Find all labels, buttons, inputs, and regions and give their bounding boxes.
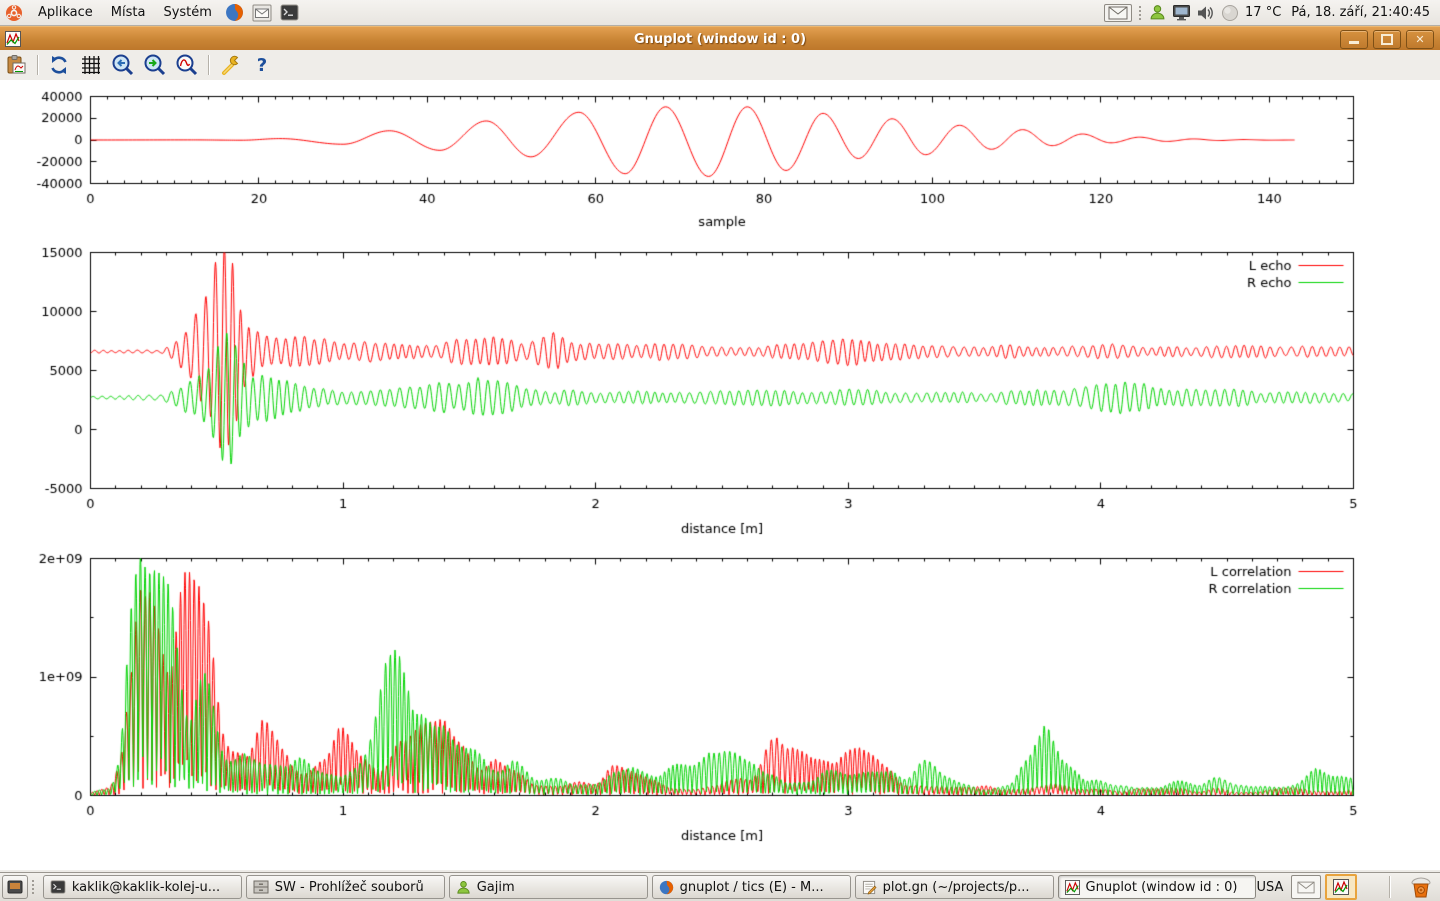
keyboard-layout-indicator[interactable]: USA	[1256, 879, 1284, 895]
taskbar-window-label: Gajim	[476, 879, 515, 895]
menu-applications[interactable]: Aplikace	[38, 5, 93, 20]
text-editor-icon	[862, 880, 877, 895]
maximize-button[interactable]	[1373, 29, 1401, 49]
toolbar-separator	[208, 55, 209, 75]
zoom-next-button[interactable]	[143, 53, 167, 77]
close-icon: ✕	[1415, 32, 1425, 46]
minimize-icon	[1349, 41, 1359, 44]
taskbar-window-label: kaklik@kaklik-kolej-u...	[71, 879, 221, 895]
gajim-tray-icon[interactable]	[1149, 4, 1166, 21]
copy-button[interactable]	[4, 53, 28, 77]
taskbar-separator	[1389, 876, 1391, 898]
gnuplot-window-icon	[5, 31, 21, 47]
display-tray-icon[interactable]	[1172, 4, 1191, 21]
window-titlebar[interactable]: Gnuplot (window id : 0) ✕	[0, 26, 1440, 51]
mail-notification-icon[interactable]	[1291, 875, 1322, 899]
svg-text:?: ?	[257, 55, 267, 76]
zoom-previous-button[interactable]	[111, 53, 135, 77]
mail-tray-icon[interactable]	[1104, 3, 1133, 22]
maximize-icon	[1381, 33, 1393, 45]
taskbar-window-file-manager[interactable]: SW - Prohlížeč souborů	[245, 875, 445, 899]
volume-tray-icon[interactable]	[1197, 5, 1215, 21]
menu-places[interactable]: Místa	[110, 5, 146, 20]
taskbar-window-gnuplot[interactable]: Gnuplot (window id : 0)	[1057, 875, 1257, 899]
tray-grip[interactable]	[1138, 4, 1144, 21]
taskbar-window-editor[interactable]: plot.gn (~/projects/p...	[854, 875, 1054, 899]
show-desktop-button[interactable]	[2, 875, 28, 899]
clock[interactable]: Pá, 18. září, 21:40:45	[1291, 5, 1430, 20]
taskbar-grip[interactable]	[30, 879, 36, 895]
help-button[interactable]: ?	[250, 53, 274, 77]
taskbar-window-label: gnuplot / tics (E) - M...	[679, 879, 824, 895]
terminal-icon	[50, 880, 66, 894]
mail-launcher-icon[interactable]	[252, 4, 272, 22]
taskbar-window-browser[interactable]: gnuplot / tics (E) - M...	[651, 875, 851, 899]
gnuplot-notification-icon[interactable]	[1325, 874, 1358, 900]
close-button[interactable]: ✕	[1406, 29, 1434, 49]
options-button[interactable]	[218, 53, 242, 77]
trash-icon[interactable]	[1408, 875, 1434, 899]
temperature-label[interactable]: 17 °C	[1245, 5, 1282, 20]
minimize-button[interactable]	[1340, 29, 1368, 49]
taskbar: kaklik@kaklik-kolej-u... SW - Prohlížeč …	[0, 872, 1440, 901]
window-toolbar: ?	[0, 50, 1440, 81]
taskbar-window-terminal[interactable]: kaklik@kaklik-kolej-u...	[42, 875, 242, 899]
window-title: Gnuplot (window id : 0)	[633, 31, 807, 47]
taskbar-window-label: Gnuplot (window id : 0)	[1085, 879, 1238, 895]
gnuplot-canvas[interactable]	[0, 80, 1440, 870]
gnuplot-icon	[1064, 879, 1080, 895]
terminal-launcher-icon[interactable]	[280, 4, 299, 21]
firefox-icon	[659, 880, 673, 894]
weather-tray-icon	[1221, 4, 1239, 22]
gajim-icon	[457, 880, 470, 894]
toolbar-separator	[37, 55, 38, 75]
replot-button[interactable]	[47, 53, 71, 77]
taskbar-window-label: plot.gn (~/projects/p...	[882, 879, 1030, 895]
file-manager-icon	[253, 880, 269, 894]
ubuntu-logo-icon[interactable]	[5, 4, 23, 22]
taskbar-window-gajim[interactable]: Gajim	[448, 875, 648, 899]
firefox-launcher-icon[interactable]	[225, 3, 244, 22]
grid-button[interactable]	[79, 53, 103, 77]
top-panel: Aplikace Místa Systém 17 °C Pá, 18. září…	[0, 0, 1440, 26]
autoscale-button[interactable]	[175, 53, 199, 77]
taskbar-window-label: SW - Prohlížeč souborů	[274, 879, 424, 895]
menu-system[interactable]: Systém	[163, 5, 212, 20]
